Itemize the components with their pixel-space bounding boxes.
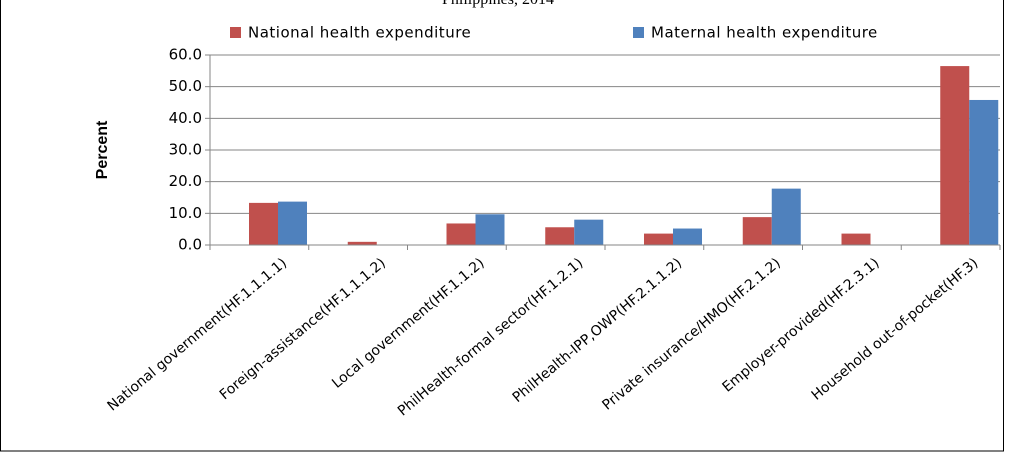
x-tick-label: PhilHealth-formal sector(HF.1.2.1) (395, 255, 586, 419)
x-tick-label: Private insurance/HMO(HF.2.1.2) (599, 255, 783, 413)
y-tick-label: 50.0 (169, 77, 202, 95)
y-tick-label: 60.0 (169, 46, 202, 64)
bar (347, 241, 377, 245)
bar (475, 214, 505, 245)
bar (742, 217, 772, 245)
legend-swatch (633, 27, 644, 38)
bar (446, 223, 476, 245)
y-tick-label: 20.0 (169, 172, 202, 190)
bar (940, 66, 970, 245)
x-tick-label: Foreign-assistance(HF.1.1.1.2) (217, 255, 389, 403)
bar (673, 228, 702, 245)
bar (249, 202, 278, 245)
y-tick-label: 10.0 (169, 204, 202, 222)
x-tick-label: National government(HF.1.1.1.1) (105, 255, 291, 414)
y-tick-label: 40.0 (169, 109, 202, 127)
bar (841, 233, 871, 245)
x-tick-label: PhilHealth-IPP,OWP(HF.2.1.1.2) (510, 255, 685, 406)
x-tick-label: Employer-provided(HF.2.3.1) (720, 255, 883, 395)
legend-label: Maternal health expenditure (651, 24, 878, 42)
y-tick-label: 30.0 (169, 141, 202, 159)
x-tick-label: Household out-of-pocket(HF.3) (809, 255, 982, 404)
y-axis-label: Percent (94, 120, 111, 179)
y-tick-label: 0.0 (178, 236, 202, 254)
bar (278, 201, 307, 245)
legend-label: National health expenditure (248, 24, 471, 42)
bar (644, 233, 673, 245)
chart-title: Philippines, 2014 (442, 0, 554, 8)
bar (574, 219, 604, 245)
bar (771, 188, 801, 245)
bar (545, 227, 575, 245)
legend-swatch (230, 27, 241, 38)
bar (969, 99, 999, 245)
